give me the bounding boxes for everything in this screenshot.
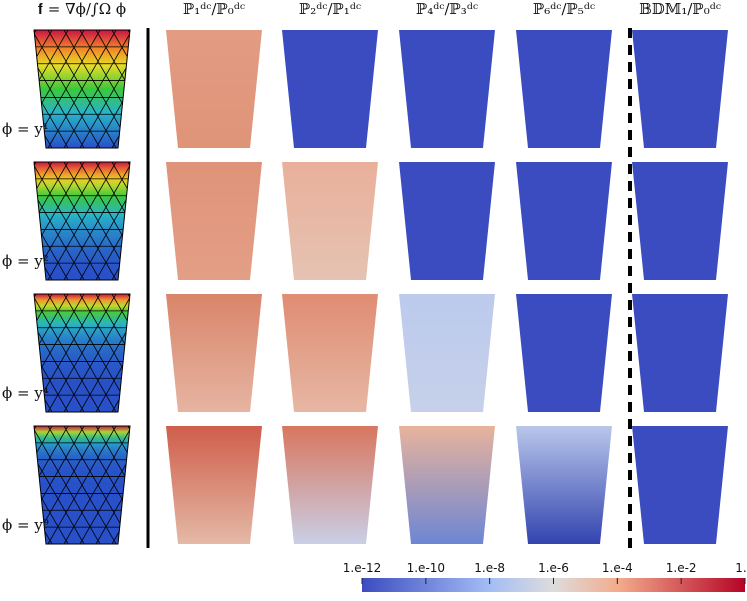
colorbar-label: 1.e-8 bbox=[474, 561, 505, 575]
error-image bbox=[516, 30, 612, 148]
error-image bbox=[166, 30, 262, 148]
colorbar-label: 1.e-4 bbox=[602, 561, 633, 575]
error-image bbox=[516, 294, 612, 412]
error-image bbox=[632, 162, 728, 280]
colorbar-label: 1.e-12 bbox=[343, 561, 381, 575]
error-image bbox=[399, 294, 495, 412]
colorbar-label: 1.e-2 bbox=[666, 561, 697, 575]
row-label: ϕ = y² bbox=[2, 252, 49, 270]
column-header: 𝔹𝔻𝕄₁/ℙ₀ᵈᶜ bbox=[639, 0, 721, 18]
column-header: ℙ₁ᵈᶜ/ℙ₀ᵈᶜ bbox=[183, 0, 245, 18]
error-image bbox=[282, 426, 378, 544]
row-label: ϕ = y⁹ bbox=[2, 516, 49, 534]
row-label: ϕ = y¹ bbox=[2, 120, 49, 138]
error-image bbox=[632, 294, 728, 412]
colorbar bbox=[362, 578, 745, 592]
colorbar-label: 1.e-6 bbox=[538, 561, 569, 575]
colorbar-label: 1.e-10 bbox=[407, 561, 445, 575]
figure-title: 𝐟 = ∇ϕ/∫Ω ϕ bbox=[38, 0, 126, 18]
error-image bbox=[516, 162, 612, 280]
error-image bbox=[516, 426, 612, 544]
row-label: ϕ = y⁴ bbox=[2, 384, 49, 402]
error-image bbox=[632, 426, 728, 544]
error-image bbox=[399, 162, 495, 280]
column-header: ℙ₄ᵈᶜ/ℙ₃ᵈᶜ bbox=[416, 0, 478, 18]
column-header: ℙ₂ᵈᶜ/ℙ₁ᵈᶜ bbox=[299, 0, 361, 18]
error-image bbox=[632, 30, 728, 148]
colorbar-label: 1. bbox=[735, 561, 746, 575]
error-image bbox=[399, 30, 495, 148]
error-image bbox=[282, 162, 378, 280]
column-header: ℙ₆ᵈᶜ/ℙ₅ᵈᶜ bbox=[533, 0, 595, 18]
error-image bbox=[282, 30, 378, 148]
error-image bbox=[282, 294, 378, 412]
error-image bbox=[166, 426, 262, 544]
error-image bbox=[166, 162, 262, 280]
error-image bbox=[399, 426, 495, 544]
error-image bbox=[166, 294, 262, 412]
